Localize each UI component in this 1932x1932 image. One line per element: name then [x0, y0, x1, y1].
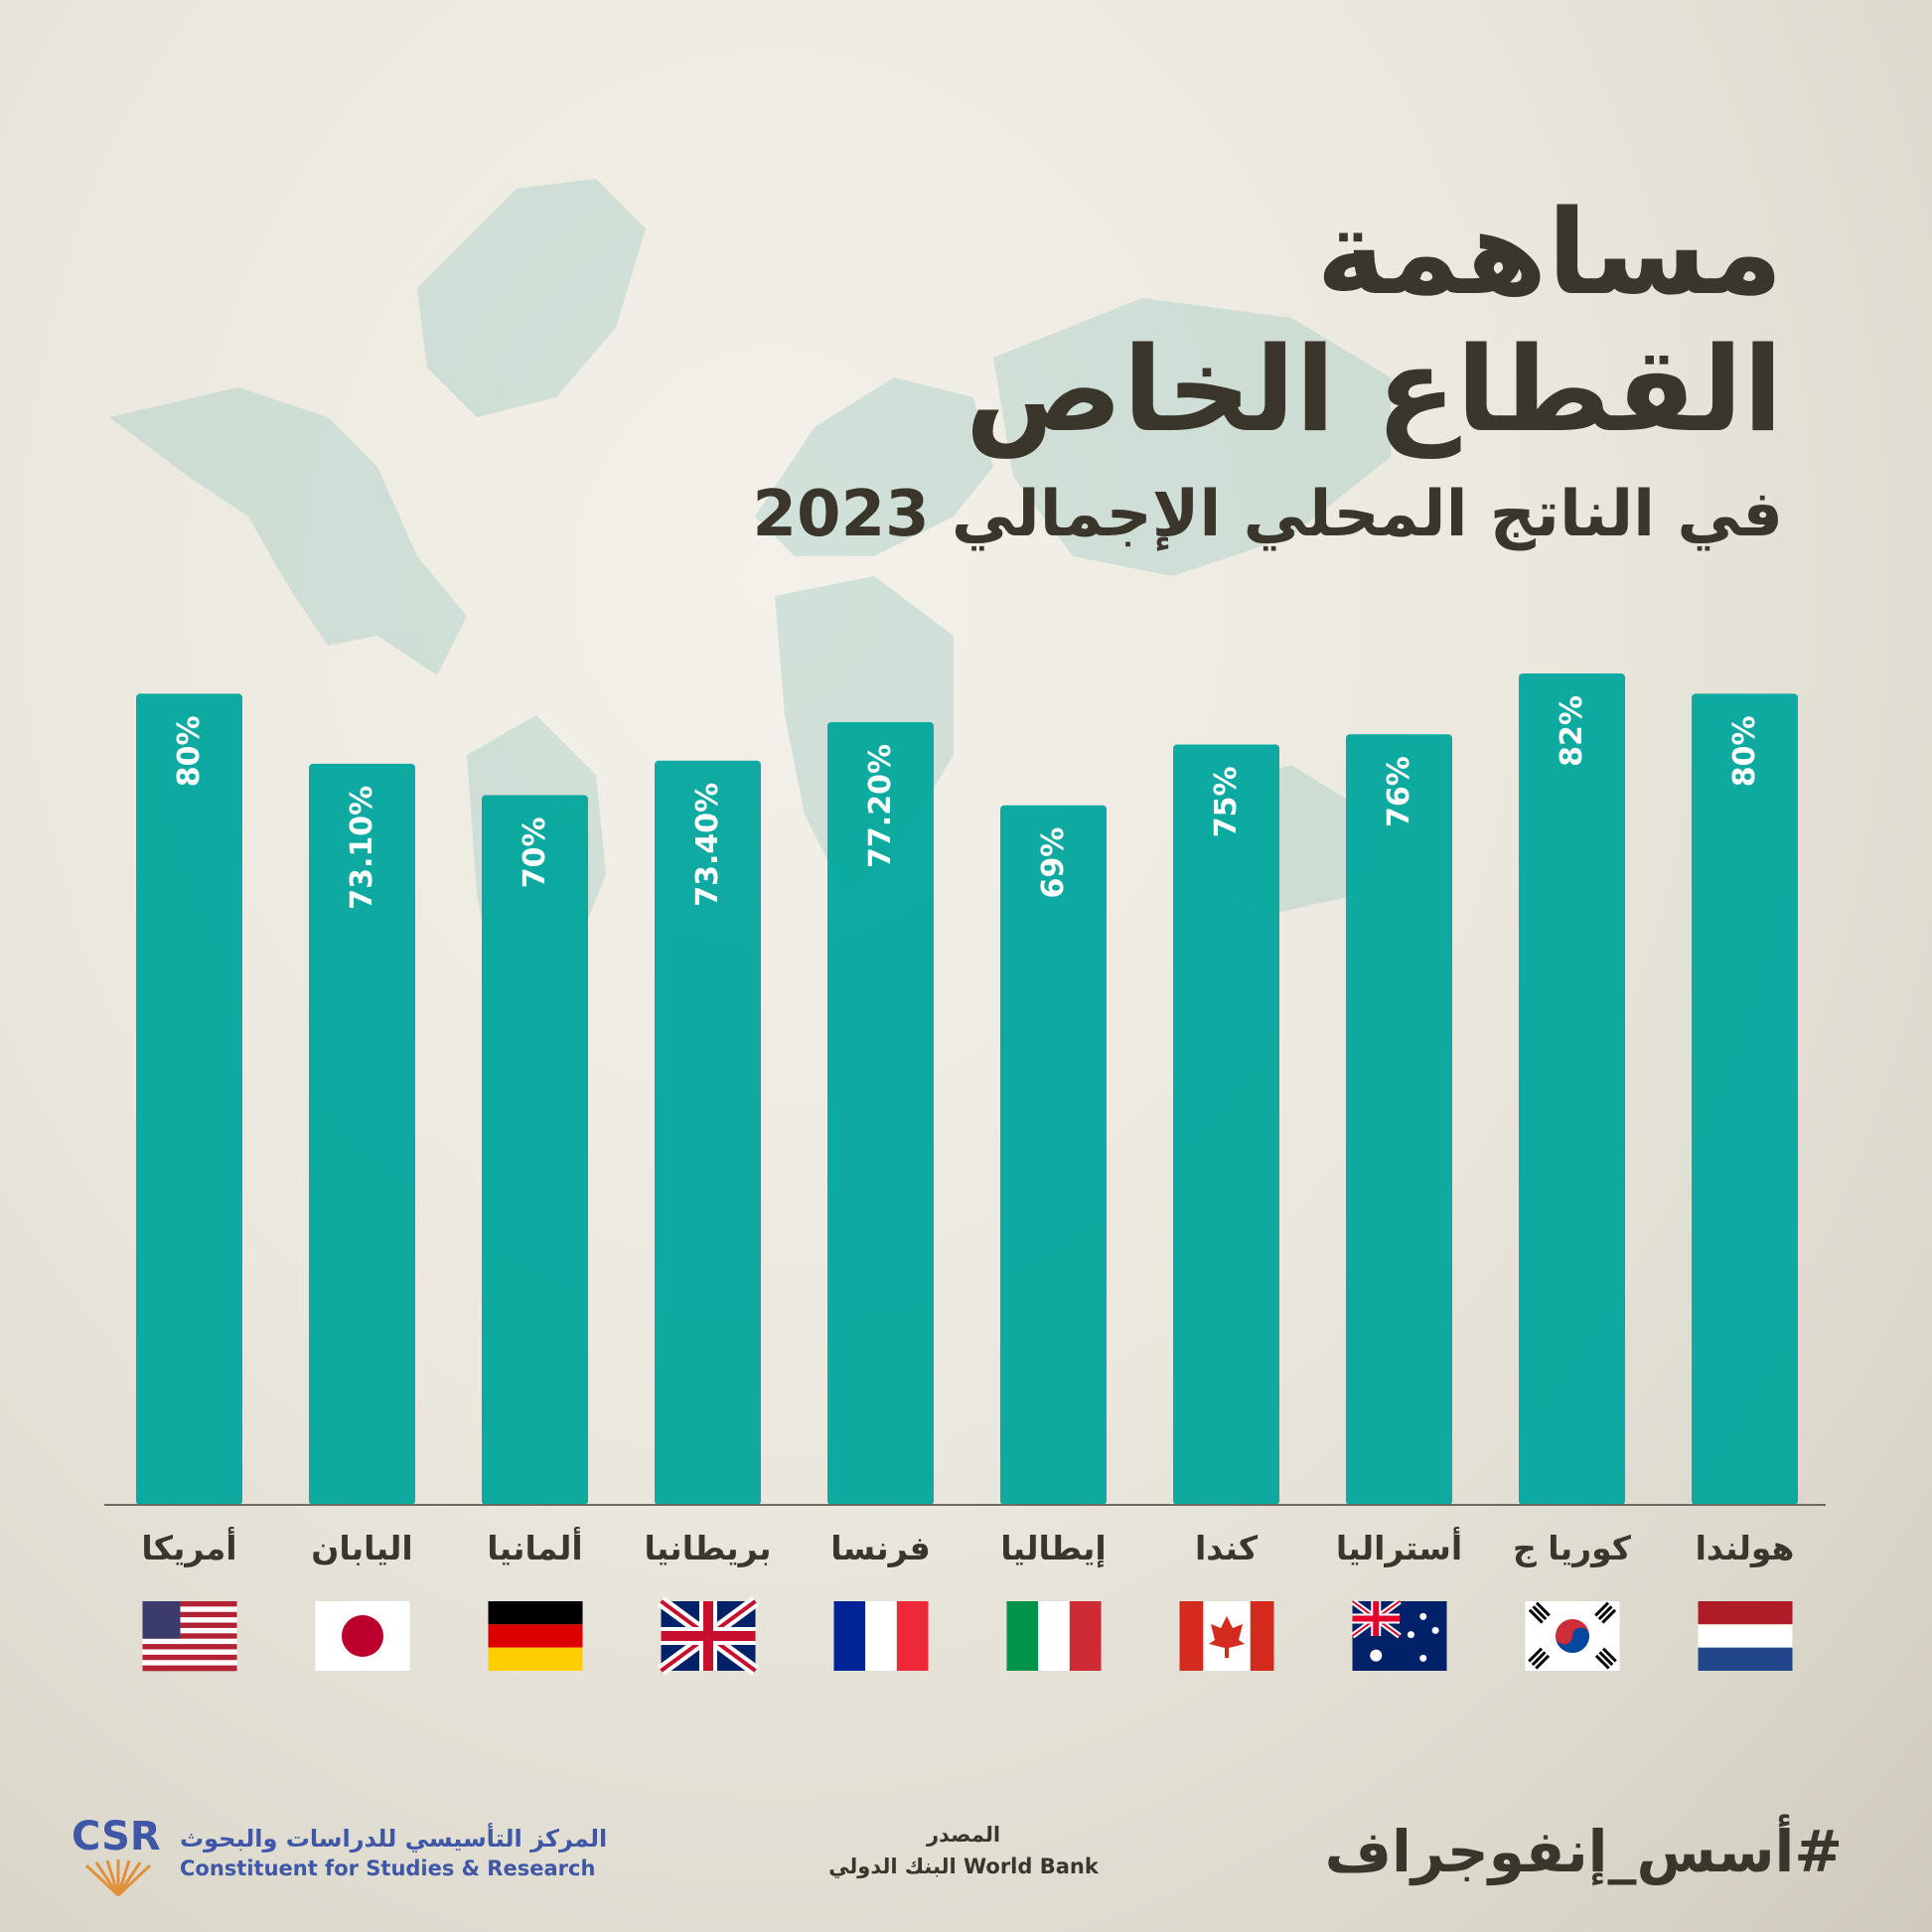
category-label-4: بريطانيا: [644, 1529, 771, 1568]
value-label-2: 73.10%: [345, 786, 379, 910]
bar-6: [1000, 805, 1107, 1505]
title-line-1: مساهمة: [1316, 184, 1783, 321]
title-block: مساهمة القطاع الخاص في الناتج المحلي الإ…: [753, 194, 1784, 546]
value-label-4: 73.40%: [690, 783, 725, 907]
uk-flag: [657, 1596, 760, 1676]
bar-1: [136, 693, 242, 1505]
hashtag: #أسس_إنفوجراف: [1324, 1818, 1843, 1885]
bar-9: [1519, 673, 1625, 1505]
bar-5: [827, 721, 934, 1505]
italy-flag: [1006, 1601, 1102, 1671]
value-label-9: 82%: [1555, 695, 1589, 767]
source-block: المصدر البنك الدولي World Bank: [805, 1820, 1122, 1882]
canada-flag: [1179, 1601, 1274, 1671]
category-label-8: أستراليا: [1336, 1527, 1462, 1568]
bar-7: [1173, 744, 1279, 1505]
category-label-6: إيطاليا: [1000, 1529, 1107, 1568]
logo-letters: CSR: [72, 1814, 161, 1859]
bar-2: [309, 763, 415, 1505]
australia-flag: [1350, 1598, 1447, 1671]
source-value: البنك الدولي World Bank: [828, 1854, 1099, 1878]
title-line-2: القطاع الخاص: [965, 321, 1783, 458]
logo-arabic-name: المركز التأسيسي للدراسات والبحوث: [180, 1825, 608, 1853]
france-flag: [833, 1601, 929, 1671]
source-label: المصدر: [926, 1823, 1001, 1847]
category-label-3: ألمانيا: [487, 1527, 582, 1567]
value-label-6: 69%: [1036, 827, 1071, 899]
bar-8: [1346, 734, 1452, 1505]
value-label-8: 76%: [1382, 756, 1416, 827]
value-label-3: 70%: [518, 817, 552, 888]
bar-3: [482, 795, 588, 1505]
value-label-7: 75%: [1209, 766, 1244, 837]
us-flag: [142, 1601, 237, 1672]
south-korea-flag: [1525, 1601, 1620, 1671]
logo-english-name: Constituent for Studies & Research: [180, 1857, 596, 1880]
category-label-2: اليابان: [311, 1529, 413, 1567]
csr-logo: CSR المركز التأسيسي للدراسات والبحوث Con…: [72, 1808, 607, 1897]
germany-flag: [488, 1601, 583, 1671]
category-label-1: أمريكا: [141, 1527, 236, 1568]
japan-flag: [315, 1601, 410, 1671]
bar-4: [655, 760, 761, 1505]
category-label-7: كندا: [1195, 1529, 1259, 1567]
value-label-10: 80%: [1727, 715, 1762, 787]
bar-10: [1692, 693, 1798, 1505]
value-label-5: 77.20%: [863, 744, 898, 868]
csr-logo-mark: CSR: [72, 1814, 161, 1897]
category-label-9: كوريا ج: [1513, 1529, 1632, 1568]
netherlands-flag: [1698, 1601, 1793, 1671]
category-label-10: هولندا: [1696, 1529, 1795, 1568]
category-label-5: فرنسا: [830, 1529, 931, 1568]
value-label-1: 80%: [172, 715, 207, 787]
title-line-3: في الناتج المحلي الإجمالي 2023: [752, 478, 1784, 551]
